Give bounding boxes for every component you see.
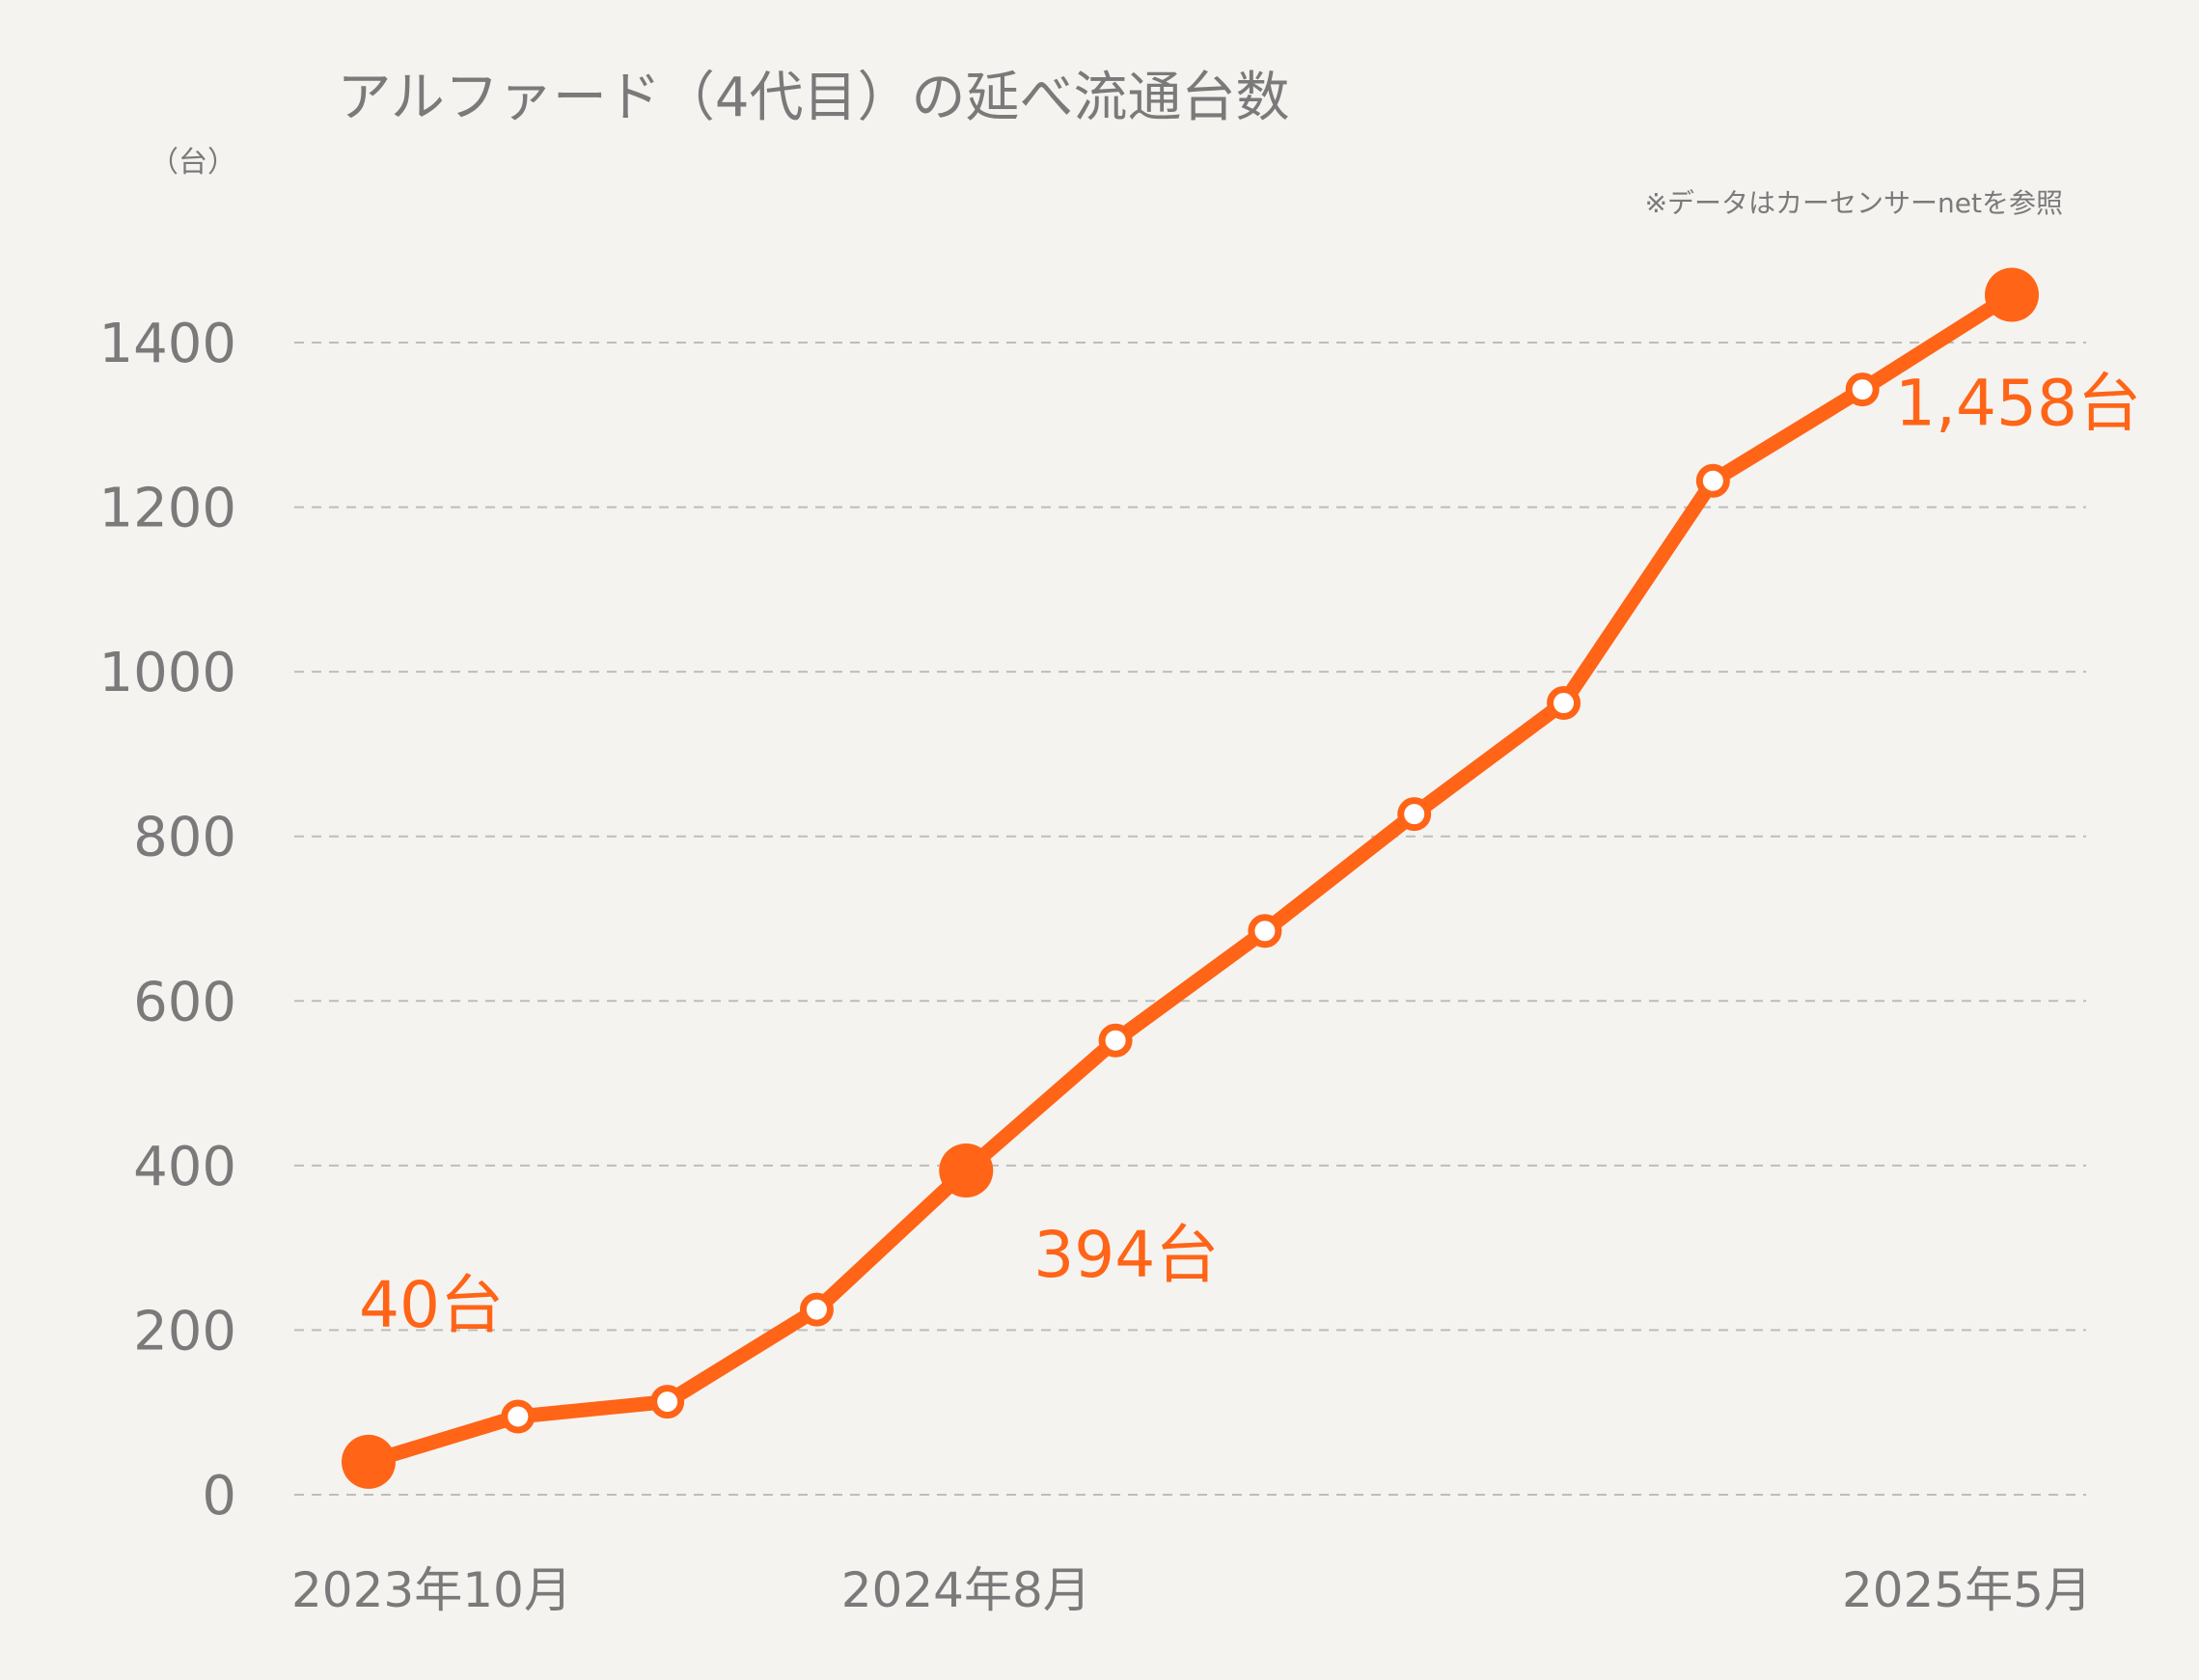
y-tick-label: 200 bbox=[133, 1300, 236, 1363]
data-labels: 40台 394台 1,458台 bbox=[359, 367, 2141, 1342]
y-tick-label: 800 bbox=[133, 807, 236, 869]
chart-title: アルファード（4代目）の延べ流通台数 bbox=[337, 67, 1289, 129]
data-label: 40台 bbox=[359, 1268, 504, 1342]
data-point bbox=[501, 1399, 536, 1434]
data-label: 1,458台 bbox=[1895, 367, 2141, 441]
y-tick-label: 400 bbox=[133, 1136, 236, 1198]
series bbox=[342, 267, 2039, 1489]
x-axis-ticks: 2023年10月 2024年8月 2025年5月 bbox=[291, 1562, 2092, 1618]
series-line bbox=[361, 288, 2020, 1470]
grid-lines bbox=[294, 342, 2086, 1496]
y-tick-label: 600 bbox=[133, 971, 236, 1033]
highlight-point bbox=[939, 1143, 994, 1198]
y-tick-label: 1400 bbox=[98, 313, 236, 375]
highlight-point bbox=[1985, 267, 2039, 322]
data-point bbox=[1248, 914, 1282, 949]
source-note: ※データはカーセンサーnetを参照 bbox=[1645, 187, 2063, 219]
data-label: 394台 bbox=[1033, 1218, 1219, 1292]
y-tick-label: 1200 bbox=[98, 478, 236, 540]
data-point bbox=[1547, 686, 1581, 721]
highlight-point bbox=[342, 1434, 396, 1489]
data-point bbox=[799, 1292, 834, 1327]
data-point bbox=[650, 1385, 685, 1419]
y-unit-label: （台） bbox=[150, 146, 236, 179]
data-point bbox=[1397, 797, 1432, 832]
data-point bbox=[1845, 372, 1880, 407]
x-tick-label: 2024年8月 bbox=[841, 1562, 1091, 1618]
x-tick-label: 2025年5月 bbox=[1842, 1562, 2092, 1618]
y-tick-label: 0 bbox=[202, 1465, 236, 1528]
y-tick-label: 1000 bbox=[98, 642, 236, 704]
y-axis-ticks: 0 200 400 600 800 1000 1200 1400 bbox=[98, 313, 236, 1528]
x-tick-label: 2023年10月 bbox=[291, 1562, 572, 1618]
data-point bbox=[1098, 1023, 1133, 1058]
data-point bbox=[1695, 463, 1730, 498]
